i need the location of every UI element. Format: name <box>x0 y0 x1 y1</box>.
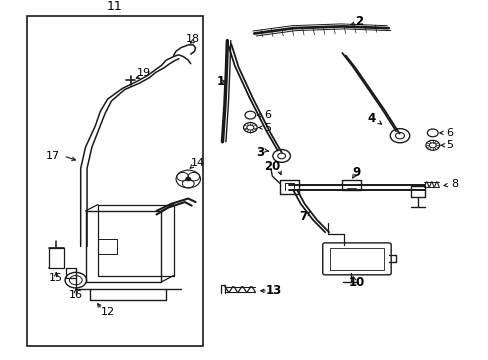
Text: 10: 10 <box>348 276 365 289</box>
Text: 17: 17 <box>46 151 60 161</box>
Text: 2: 2 <box>355 15 363 28</box>
Text: 4: 4 <box>367 112 375 125</box>
Text: 11: 11 <box>107 0 122 13</box>
Text: 20: 20 <box>264 160 280 173</box>
Text: 12: 12 <box>101 307 114 317</box>
Text: 3: 3 <box>256 146 264 159</box>
Circle shape <box>185 177 190 181</box>
Text: 5: 5 <box>264 122 271 132</box>
Text: 7: 7 <box>299 210 306 223</box>
FancyBboxPatch shape <box>322 243 390 275</box>
Text: 6: 6 <box>264 110 271 120</box>
Text: 8: 8 <box>450 179 457 189</box>
Text: 15: 15 <box>49 273 63 283</box>
Text: 1: 1 <box>217 75 224 88</box>
Text: 19: 19 <box>137 68 151 78</box>
Text: 18: 18 <box>186 34 200 44</box>
Bar <box>27 16 203 346</box>
Bar <box>49 248 63 268</box>
Text: 13: 13 <box>265 284 282 297</box>
Text: 9: 9 <box>352 166 360 179</box>
Text: 16: 16 <box>69 291 82 300</box>
Text: 6: 6 <box>446 128 452 138</box>
Text: 14: 14 <box>191 158 204 168</box>
Text: 5: 5 <box>446 140 452 150</box>
